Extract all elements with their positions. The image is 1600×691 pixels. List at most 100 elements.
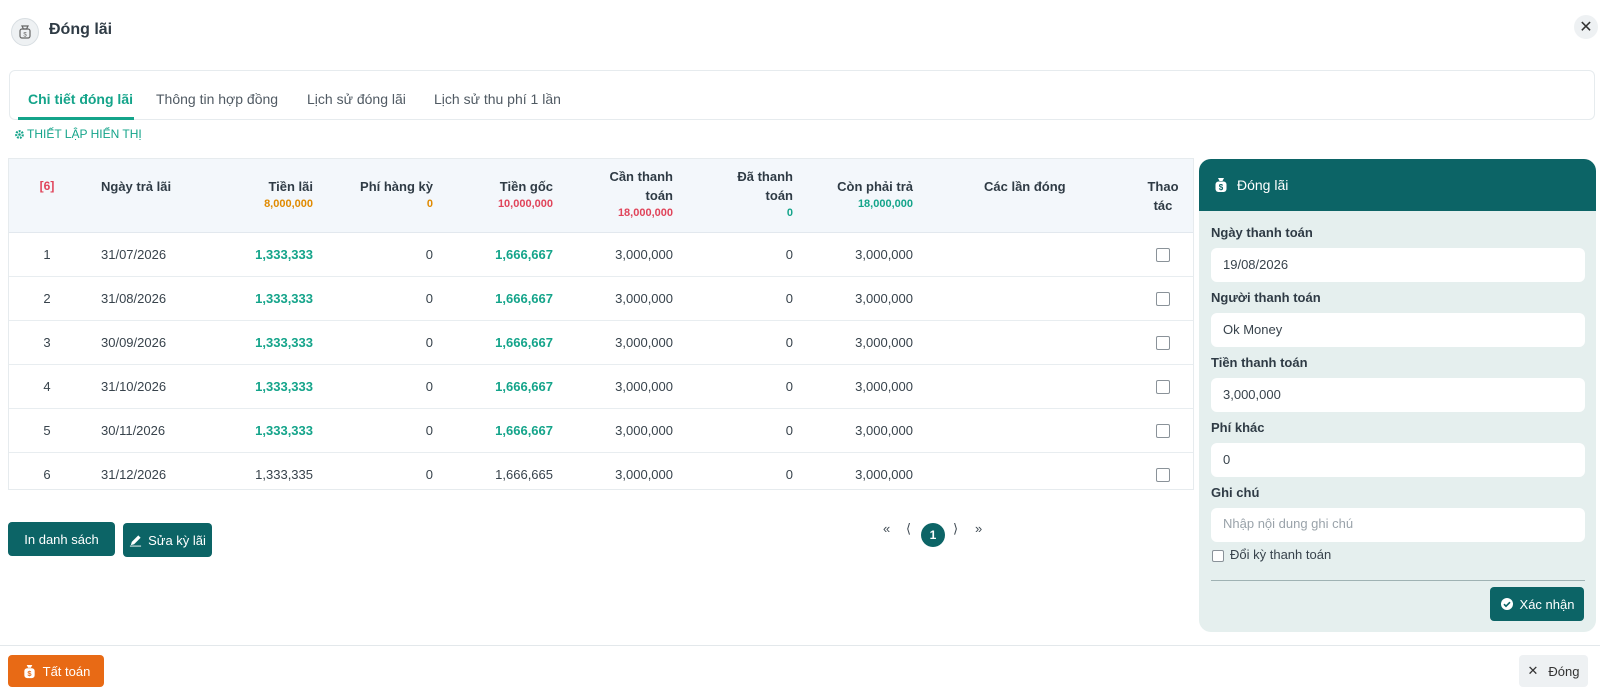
row-principal: 1,666,665 xyxy=(495,467,553,482)
pagination-next[interactable]: ⟩ xyxy=(953,521,959,536)
row-fee: 0 xyxy=(425,335,433,350)
header-action-line2: tác xyxy=(1153,198,1173,213)
header-payment-times: Các lần đóng xyxy=(984,179,1066,194)
money-bag-icon: $ xyxy=(23,664,35,678)
svg-text:$: $ xyxy=(23,33,27,39)
row-checkbox[interactable] xyxy=(1156,336,1170,350)
header-remaining: Còn phải trả 18,000,000 xyxy=(799,177,913,212)
dialog-title: Đóng lãi xyxy=(49,21,113,38)
print-list-button[interactable]: In danh sách xyxy=(8,522,115,556)
row-principal: 1,666,667 xyxy=(495,335,553,350)
table-row: 3 30/09/2026 1,333,333 0 1,666,667 3,000… xyxy=(9,321,1193,365)
row-interest: 1,333,333 xyxy=(255,291,313,306)
tab-interest-history[interactable]: Lịch sử đóng lãi xyxy=(307,91,406,107)
row-need-pay: 3,000,000 xyxy=(615,423,673,438)
change-period-checkbox[interactable] xyxy=(1212,550,1224,562)
pagination-current[interactable]: 1 xyxy=(921,523,945,547)
row-number: 6 xyxy=(43,467,51,482)
edit-period-button[interactable]: Sửa kỳ lãi xyxy=(123,523,212,557)
check-circle-icon xyxy=(1500,598,1513,610)
table-header: [6] Ngày trả lãi Tiền lãi 8,000,000 Phí … xyxy=(9,159,1193,233)
table-row: 4 31/10/2026 1,333,333 0 1,666,667 3,000… xyxy=(9,365,1193,409)
row-date: 31/08/2026 xyxy=(101,291,167,306)
svg-text:$: $ xyxy=(1219,183,1224,192)
svg-text:$: $ xyxy=(27,669,32,678)
payer-field[interactable]: Ok Money xyxy=(1211,313,1585,347)
row-paid: 0 xyxy=(785,423,793,438)
total-fee: 0 xyxy=(426,198,433,210)
header-principal: Tiền gốc 10,000,000 xyxy=(439,177,553,212)
row-interest: 1,333,333 xyxy=(255,423,313,438)
dialog-header: $ Đóng lãi ✕ xyxy=(0,0,1600,62)
other-fee-label: Phí khác xyxy=(1211,420,1265,435)
total-remaining: 18,000,000 xyxy=(857,198,913,210)
total-principal: 10,000,000 xyxy=(497,198,553,210)
tab-bar: Chi tiết đóng lãi Thông tin hợp đồng Lịc… xyxy=(9,70,1595,120)
note-textarea[interactable]: Nhập nội dung ghi chú xyxy=(1211,508,1585,542)
confirm-button[interactable]: Xác nhận xyxy=(1490,587,1584,621)
row-checkbox[interactable] xyxy=(1156,248,1170,262)
row-need-pay: 3,000,000 xyxy=(615,467,673,482)
pagination-prev[interactable]: ⟨ xyxy=(906,521,912,536)
settle-button[interactable]: $ Tất toán xyxy=(8,655,104,687)
table-row: 5 30/11/2026 1,333,333 0 1,666,667 3,000… xyxy=(9,409,1193,453)
total-interest: 8,000,000 xyxy=(264,198,313,210)
row-fee: 0 xyxy=(425,291,433,306)
row-interest: 1,333,333 xyxy=(255,379,313,394)
tab-interest-detail[interactable]: Chi tiết đóng lãi xyxy=(28,91,133,107)
row-date: 31/07/2026 xyxy=(101,247,167,262)
payer-label: Người thanh toán xyxy=(1211,290,1321,305)
row-date: 30/09/2026 xyxy=(101,335,167,350)
row-checkbox[interactable] xyxy=(1156,424,1170,438)
row-remaining: 3,000,000 xyxy=(855,423,913,438)
pagination-first[interactable]: « xyxy=(883,521,891,536)
table-row: 1 31/07/2026 1,333,333 0 1,666,667 3,000… xyxy=(9,233,1193,277)
row-need-pay: 3,000,000 xyxy=(615,291,673,306)
row-number: 2 xyxy=(43,291,51,306)
row-remaining: 3,000,000 xyxy=(855,379,913,394)
header-principal-label: Tiền gốc xyxy=(499,179,553,194)
row-paid: 0 xyxy=(785,291,793,306)
payment-date-label: Ngày thanh toán xyxy=(1211,225,1313,240)
tab-contract-info[interactable]: Thông tin hợp đồng xyxy=(156,91,279,107)
tab-fee-history[interactable]: Lịch sử thu phí 1 lần xyxy=(434,91,561,107)
display-settings-label: THIẾT LẬP HIỂN THỊ xyxy=(27,127,142,141)
row-remaining: 3,000,000 xyxy=(855,291,913,306)
row-date: 31/12/2026 xyxy=(101,467,167,482)
gear-icon xyxy=(15,129,24,139)
display-settings-link[interactable]: THIẾT LẬP HIỂN THỊ xyxy=(14,127,142,141)
row-checkbox[interactable] xyxy=(1156,292,1170,306)
row-count-badge: [6] xyxy=(39,179,55,193)
close-icon[interactable]: ✕ xyxy=(1574,15,1598,39)
row-checkbox[interactable] xyxy=(1156,380,1170,394)
row-paid: 0 xyxy=(785,467,793,482)
close-label: Đóng xyxy=(1548,663,1580,679)
row-number: 5 xyxy=(43,423,51,438)
money-bag-icon: $ xyxy=(11,18,39,46)
header-paid-line1: Đã thanh xyxy=(737,169,793,184)
row-remaining: 3,000,000 xyxy=(855,335,913,350)
row-fee: 0 xyxy=(425,423,433,438)
total-paid: 0 xyxy=(786,207,793,219)
payment-amount-label: Tiền thanh toán xyxy=(1211,355,1308,370)
pagination-last[interactable]: » xyxy=(975,521,983,536)
row-interest: 1,333,333 xyxy=(255,247,313,262)
row-checkbox[interactable] xyxy=(1156,468,1170,482)
table-row: 2 31/08/2026 1,333,333 0 1,666,667 3,000… xyxy=(9,277,1193,321)
row-date: 31/10/2026 xyxy=(101,379,167,394)
payment-amount-field[interactable]: 3,000,000 xyxy=(1211,378,1585,412)
header-action: Thao tác xyxy=(1135,177,1191,215)
header-fee-label: Phí hàng kỳ xyxy=(360,179,433,194)
row-remaining: 3,000,000 xyxy=(855,247,913,262)
change-period-label: Đổi kỳ thanh toán xyxy=(1230,547,1332,562)
row-need-pay: 3,000,000 xyxy=(615,335,673,350)
row-need-pay: 3,000,000 xyxy=(615,379,673,394)
close-button[interactable]: ✕ Đóng xyxy=(1519,655,1588,687)
header-need-pay-line2: toán xyxy=(645,188,673,203)
total-need-pay: 18,000,000 xyxy=(617,207,673,219)
payment-date-field[interactable]: 19/08/2026 xyxy=(1211,248,1585,282)
pencil-icon xyxy=(130,534,142,547)
row-number: 4 xyxy=(43,379,51,394)
other-fee-field[interactable]: 0 xyxy=(1211,443,1585,477)
header-interest-label: Tiền lãi xyxy=(268,179,313,194)
